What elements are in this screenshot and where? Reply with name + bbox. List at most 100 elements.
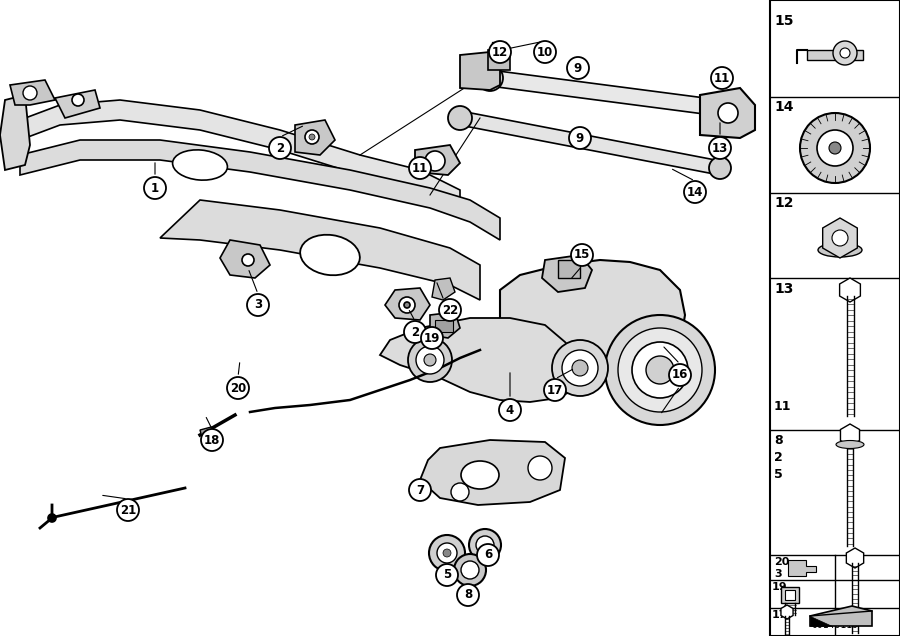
Polygon shape: [823, 218, 858, 258]
Circle shape: [227, 377, 249, 399]
Circle shape: [424, 354, 436, 366]
Circle shape: [451, 483, 469, 501]
Circle shape: [144, 177, 166, 199]
Circle shape: [421, 327, 443, 349]
Circle shape: [718, 103, 738, 123]
Text: 11: 11: [774, 400, 791, 413]
Circle shape: [567, 57, 589, 79]
Text: 4: 4: [506, 403, 514, 417]
Circle shape: [454, 554, 486, 586]
Bar: [770, 0, 900, 636]
Ellipse shape: [836, 441, 864, 448]
Text: 19: 19: [772, 582, 788, 592]
Circle shape: [489, 41, 511, 63]
Circle shape: [618, 328, 702, 412]
Circle shape: [425, 151, 445, 171]
Circle shape: [461, 561, 479, 579]
Circle shape: [569, 127, 591, 149]
Polygon shape: [781, 605, 793, 619]
Text: 20: 20: [774, 557, 789, 567]
Text: 13: 13: [712, 141, 728, 155]
Text: 9: 9: [574, 62, 582, 74]
Text: 6: 6: [484, 548, 492, 562]
Circle shape: [572, 360, 588, 376]
Text: 5: 5: [443, 569, 451, 581]
Polygon shape: [385, 288, 430, 320]
Circle shape: [817, 130, 853, 166]
Circle shape: [429, 535, 465, 571]
Circle shape: [477, 65, 503, 91]
Polygon shape: [0, 95, 30, 170]
Circle shape: [48, 514, 56, 522]
Circle shape: [605, 315, 715, 425]
Circle shape: [404, 302, 410, 308]
Polygon shape: [788, 560, 816, 576]
Circle shape: [709, 137, 731, 159]
Polygon shape: [846, 548, 864, 568]
Polygon shape: [700, 88, 755, 138]
Circle shape: [684, 181, 706, 203]
Circle shape: [408, 338, 452, 382]
Circle shape: [416, 346, 444, 374]
Bar: [781, 587, 799, 603]
Bar: [200, 427, 213, 438]
Text: 15: 15: [774, 14, 794, 28]
Text: 2: 2: [276, 141, 284, 155]
Circle shape: [437, 543, 457, 563]
Circle shape: [404, 321, 426, 343]
Polygon shape: [295, 120, 335, 155]
Text: 10: 10: [537, 46, 554, 59]
Circle shape: [708, 96, 732, 120]
Ellipse shape: [173, 150, 228, 180]
Text: 22: 22: [442, 303, 458, 317]
Polygon shape: [160, 200, 480, 300]
Circle shape: [448, 106, 472, 130]
Text: 1: 1: [151, 181, 159, 195]
Ellipse shape: [818, 243, 862, 257]
Polygon shape: [459, 111, 721, 175]
Circle shape: [269, 137, 291, 159]
Circle shape: [800, 113, 870, 183]
Circle shape: [305, 130, 319, 144]
Bar: [807, 50, 863, 60]
Circle shape: [457, 584, 479, 606]
Polygon shape: [810, 616, 832, 626]
Circle shape: [439, 299, 461, 321]
Text: 8: 8: [464, 588, 472, 602]
Circle shape: [829, 142, 841, 154]
Text: 14: 14: [687, 186, 703, 198]
Circle shape: [499, 399, 521, 421]
Text: 13: 13: [774, 282, 794, 296]
Text: 12: 12: [774, 196, 794, 210]
Circle shape: [469, 529, 501, 561]
Circle shape: [242, 254, 254, 266]
Circle shape: [832, 230, 848, 246]
Text: 11: 11: [412, 162, 428, 174]
Text: 5: 5: [774, 468, 783, 481]
Bar: [558, 260, 580, 278]
Polygon shape: [841, 424, 859, 446]
Polygon shape: [500, 260, 685, 382]
Polygon shape: [840, 278, 860, 302]
Text: 16: 16: [671, 368, 688, 382]
Polygon shape: [430, 312, 460, 338]
Circle shape: [544, 379, 566, 401]
Circle shape: [399, 297, 415, 313]
Polygon shape: [380, 318, 580, 402]
Circle shape: [709, 157, 731, 179]
Text: 8: 8: [774, 434, 783, 447]
Text: 17: 17: [772, 610, 788, 620]
Text: 14: 14: [774, 100, 794, 114]
Text: 3: 3: [774, 569, 781, 579]
Circle shape: [571, 244, 593, 266]
Circle shape: [528, 456, 552, 480]
Circle shape: [552, 340, 608, 396]
Circle shape: [23, 86, 37, 100]
Circle shape: [562, 350, 598, 386]
Circle shape: [436, 564, 458, 586]
Polygon shape: [542, 255, 592, 292]
Polygon shape: [810, 606, 872, 626]
Polygon shape: [460, 52, 500, 90]
Polygon shape: [432, 278, 455, 300]
Circle shape: [477, 544, 499, 566]
